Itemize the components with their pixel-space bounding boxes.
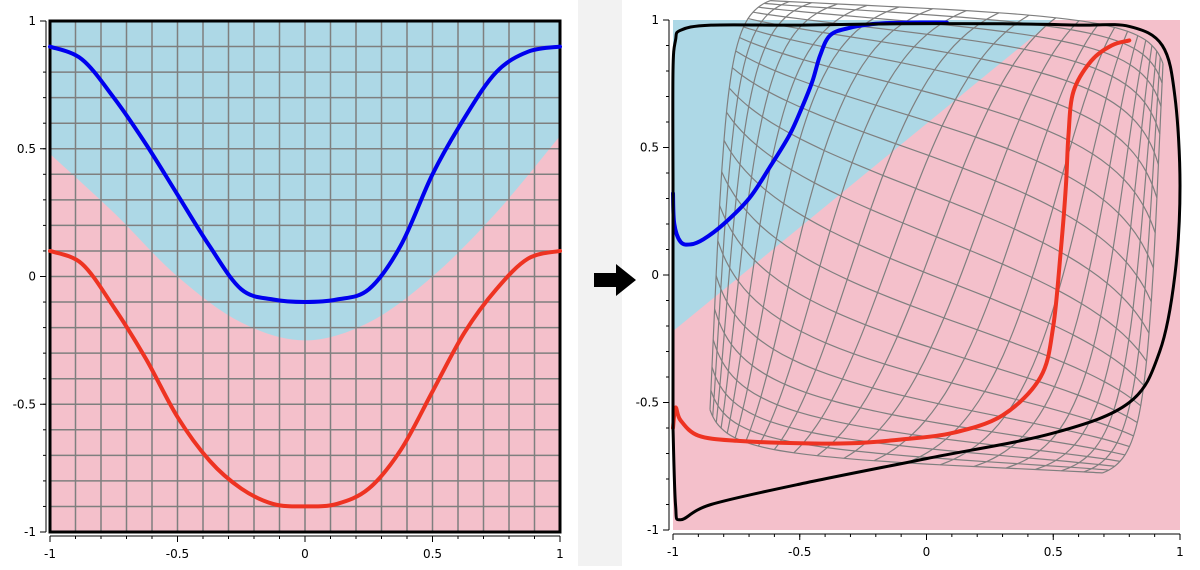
grid-curve — [758, 6, 1162, 107]
x-tick-label: 0.5 — [423, 547, 442, 561]
x-tick-label: -1 — [667, 545, 679, 559]
grid-curve — [752, 11, 1161, 135]
x-tick-label: 1 — [556, 547, 564, 561]
y-tick-label: 0.5 — [640, 141, 659, 155]
left-chart-panel: -1 -0.5 0 0.5 1 -1 -0.5 0 0.5 1 — [0, 0, 578, 566]
y-tick-label: 1 — [28, 14, 36, 28]
upper-region — [673, 20, 1054, 332]
y-tick-label: -1 — [24, 525, 36, 539]
grid-curve — [1061, 50, 1158, 472]
grid-curve — [973, 35, 1139, 468]
grid-curve — [873, 23, 1100, 462]
x-tick-label: 1 — [1176, 545, 1184, 559]
right-chart: -1 -0.5 0 0.5 1 -1 -0.5 0 0.5 1 — [636, 0, 1184, 559]
grid-curve — [843, 20, 1080, 459]
grid-curve — [1083, 57, 1161, 473]
series-line — [671, 20, 949, 247]
series-line — [671, 38, 1132, 446]
series-line — [48, 44, 562, 305]
y-tick-label: -0.5 — [13, 397, 36, 411]
left-chart: -1 -0.5 0 0.5 1 -1 -0.5 0 0.5 1 — [13, 14, 564, 561]
y-tick-label: 1 — [651, 13, 659, 27]
grid-curve — [728, 87, 1150, 334]
grid-curve — [1005, 40, 1147, 469]
right-arrow-icon — [594, 264, 636, 296]
x-tick-label: -0.5 — [788, 545, 811, 559]
grid-curve — [1102, 63, 1164, 474]
right-chart-panel: -1 -0.5 0 0.5 1 -1 -0.5 0 0.5 1 — [622, 0, 1200, 566]
grid-curve — [739, 36, 1156, 233]
grid-curve — [726, 111, 1147, 362]
grid-curve — [747, 18, 1159, 165]
y-tick-label: -0.5 — [636, 396, 659, 410]
x-tick-label: -0.5 — [166, 547, 189, 561]
y-tick-label: -1 — [647, 523, 659, 537]
grid-curve — [770, 0, 1164, 64]
x-tick-label: 0 — [301, 547, 309, 561]
x-tick-label: 0.5 — [1044, 545, 1063, 559]
grid-curve — [709, 409, 1103, 474]
y-tick-label: 0 — [28, 270, 36, 284]
grid-curve — [731, 67, 1152, 303]
grid-curve — [743, 26, 1158, 199]
grid-curve — [1035, 45, 1153, 471]
x-tick-label: -1 — [44, 547, 56, 561]
grid-curve — [735, 50, 1154, 269]
x-tick-label: 0 — [923, 545, 931, 559]
grid-curve — [906, 27, 1116, 464]
plot-frame — [48, 19, 562, 534]
outline-curve — [671, 22, 1182, 522]
y-tick-label: 0 — [651, 268, 659, 282]
series-line — [48, 248, 562, 509]
y-tick-label: 0.5 — [17, 142, 36, 156]
